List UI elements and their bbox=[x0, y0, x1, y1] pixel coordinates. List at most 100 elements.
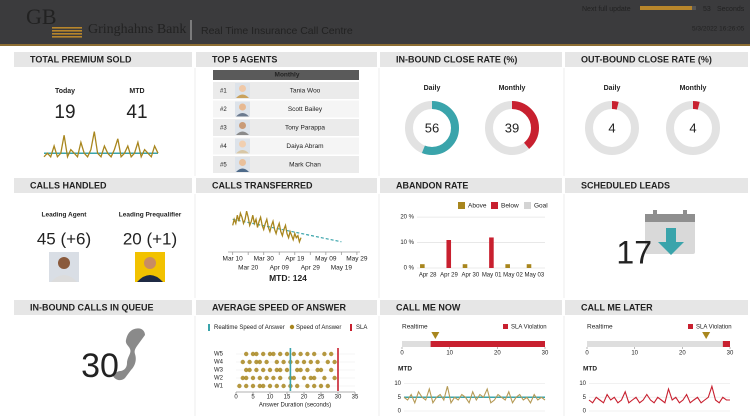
answer-dot bbox=[247, 359, 252, 365]
week-label: W4 bbox=[214, 360, 224, 366]
agent-rank: #2 bbox=[220, 107, 227, 113]
answer-dot bbox=[322, 351, 327, 357]
answer-dot bbox=[257, 375, 262, 381]
answer-dot bbox=[295, 367, 300, 373]
gauge-label: Monthly bbox=[499, 85, 526, 92]
answer-dot bbox=[274, 359, 279, 365]
avatar-body bbox=[137, 275, 163, 282]
sla-violation bbox=[722, 341, 730, 347]
queue-value: 30 bbox=[81, 347, 119, 385]
mtd-text: MTD: 124 bbox=[269, 273, 307, 283]
answer-dot bbox=[250, 375, 256, 381]
gauge-value: 39 bbox=[505, 120, 519, 135]
avatar-body bbox=[236, 94, 249, 98]
panel-title: TOTAL PREMIUM SOLD bbox=[30, 54, 132, 64]
x-tick-label: Mar 30 bbox=[254, 256, 275, 263]
bar bbox=[462, 264, 468, 268]
answer-dot bbox=[261, 351, 266, 357]
x-tick-label: Apr 29 bbox=[440, 273, 458, 279]
gauge-label: Monthly bbox=[680, 85, 707, 92]
sla-violation bbox=[430, 341, 545, 347]
x-tick-label: 0 bbox=[400, 351, 404, 357]
logo-stripe bbox=[52, 36, 82, 38]
x-tick-label: 15 bbox=[284, 395, 291, 401]
mtd-label: MTD bbox=[398, 366, 412, 373]
panel-title-bar bbox=[565, 300, 748, 315]
x-tick-label: 0 bbox=[234, 395, 238, 401]
countdown-fill bbox=[640, 6, 692, 10]
avatar-body bbox=[236, 150, 249, 154]
answer-dot bbox=[291, 351, 296, 357]
kpi-label: Today bbox=[55, 88, 75, 95]
mtd-line bbox=[403, 386, 546, 405]
transfer-line bbox=[232, 210, 302, 244]
avatar-body bbox=[236, 113, 249, 117]
table-row bbox=[213, 156, 359, 173]
answer-dot bbox=[284, 351, 290, 357]
x-tick-label: 25 bbox=[318, 395, 325, 401]
panel-title: CALL ME NOW bbox=[396, 302, 461, 312]
bar bbox=[505, 264, 510, 268]
x-tick-label: 20 bbox=[679, 351, 686, 357]
panel-title: SCHEDULED LEADS bbox=[581, 180, 670, 190]
x-axis-label: Answer Duration (seconds) bbox=[259, 403, 331, 409]
x-tick-label: 10 bbox=[446, 351, 453, 357]
answer-dot bbox=[278, 351, 283, 357]
avatar-body bbox=[236, 168, 249, 172]
week-label: W3 bbox=[214, 368, 224, 374]
answer-dot bbox=[254, 351, 259, 357]
answer-dot bbox=[315, 359, 320, 365]
mtd-value: 124 bbox=[293, 273, 307, 283]
logo-stripe bbox=[52, 27, 82, 29]
answer-dot bbox=[305, 383, 310, 389]
handled-label: Leading Prequalifier bbox=[119, 212, 182, 219]
bank-name: Gringhahns Bank bbox=[88, 22, 186, 37]
panel-title: CALLS HANDLED bbox=[30, 180, 107, 190]
column-header: Monthly bbox=[275, 72, 300, 79]
agent-rank: #1 bbox=[220, 89, 227, 95]
y-tick-label: 10 bbox=[579, 381, 586, 387]
answer-dot bbox=[329, 367, 334, 373]
panel-title-bar bbox=[14, 52, 192, 67]
answer-dot bbox=[267, 351, 273, 357]
answer-dot bbox=[312, 375, 317, 381]
gauge-arc bbox=[666, 101, 720, 155]
countdown-unit: Seconds bbox=[717, 6, 745, 13]
answer-dot bbox=[305, 367, 310, 373]
answer-dot bbox=[315, 367, 320, 373]
answer-dot bbox=[274, 383, 279, 389]
handled-value: 45 (+6) bbox=[37, 229, 91, 248]
answer-dot bbox=[237, 383, 242, 389]
y-tick-label: 0 bbox=[583, 409, 587, 415]
kpi-value: 41 bbox=[126, 102, 147, 123]
x-tick-label: 0 bbox=[585, 351, 589, 357]
answer-dot bbox=[247, 367, 252, 373]
bar bbox=[489, 237, 494, 268]
legend-label: SLA Violation bbox=[511, 325, 547, 331]
answer-dot bbox=[332, 359, 337, 365]
avatar-head bbox=[239, 103, 246, 111]
table-header bbox=[213, 70, 359, 80]
calendar-top bbox=[645, 214, 695, 222]
x-tick-label: Apr 28 bbox=[419, 273, 437, 279]
answer-dot bbox=[295, 383, 300, 389]
answer-dot bbox=[244, 375, 249, 381]
answer-dot bbox=[240, 359, 245, 365]
x-tick-label: 30 bbox=[542, 351, 549, 357]
agent-name: Mark Chan bbox=[289, 162, 321, 169]
answer-dot bbox=[244, 351, 249, 357]
table-row bbox=[213, 100, 359, 118]
kpi-value: 19 bbox=[54, 102, 75, 123]
panel-title-bar bbox=[196, 300, 377, 315]
x-tick-label: 35 bbox=[352, 395, 359, 401]
answer-dot bbox=[332, 375, 337, 381]
panel-title-bar bbox=[196, 52, 377, 67]
x-tick-label: Apr 29 bbox=[301, 265, 321, 272]
agent-rank: #5 bbox=[220, 163, 227, 169]
answer-dot bbox=[264, 375, 269, 381]
x-tick-label: 20 bbox=[301, 395, 308, 401]
legend-label: Realtime Speed of Answer bbox=[214, 325, 285, 331]
panel-title-bar bbox=[14, 178, 192, 193]
answer-dot bbox=[250, 351, 256, 357]
legend-label: Above bbox=[468, 203, 487, 210]
